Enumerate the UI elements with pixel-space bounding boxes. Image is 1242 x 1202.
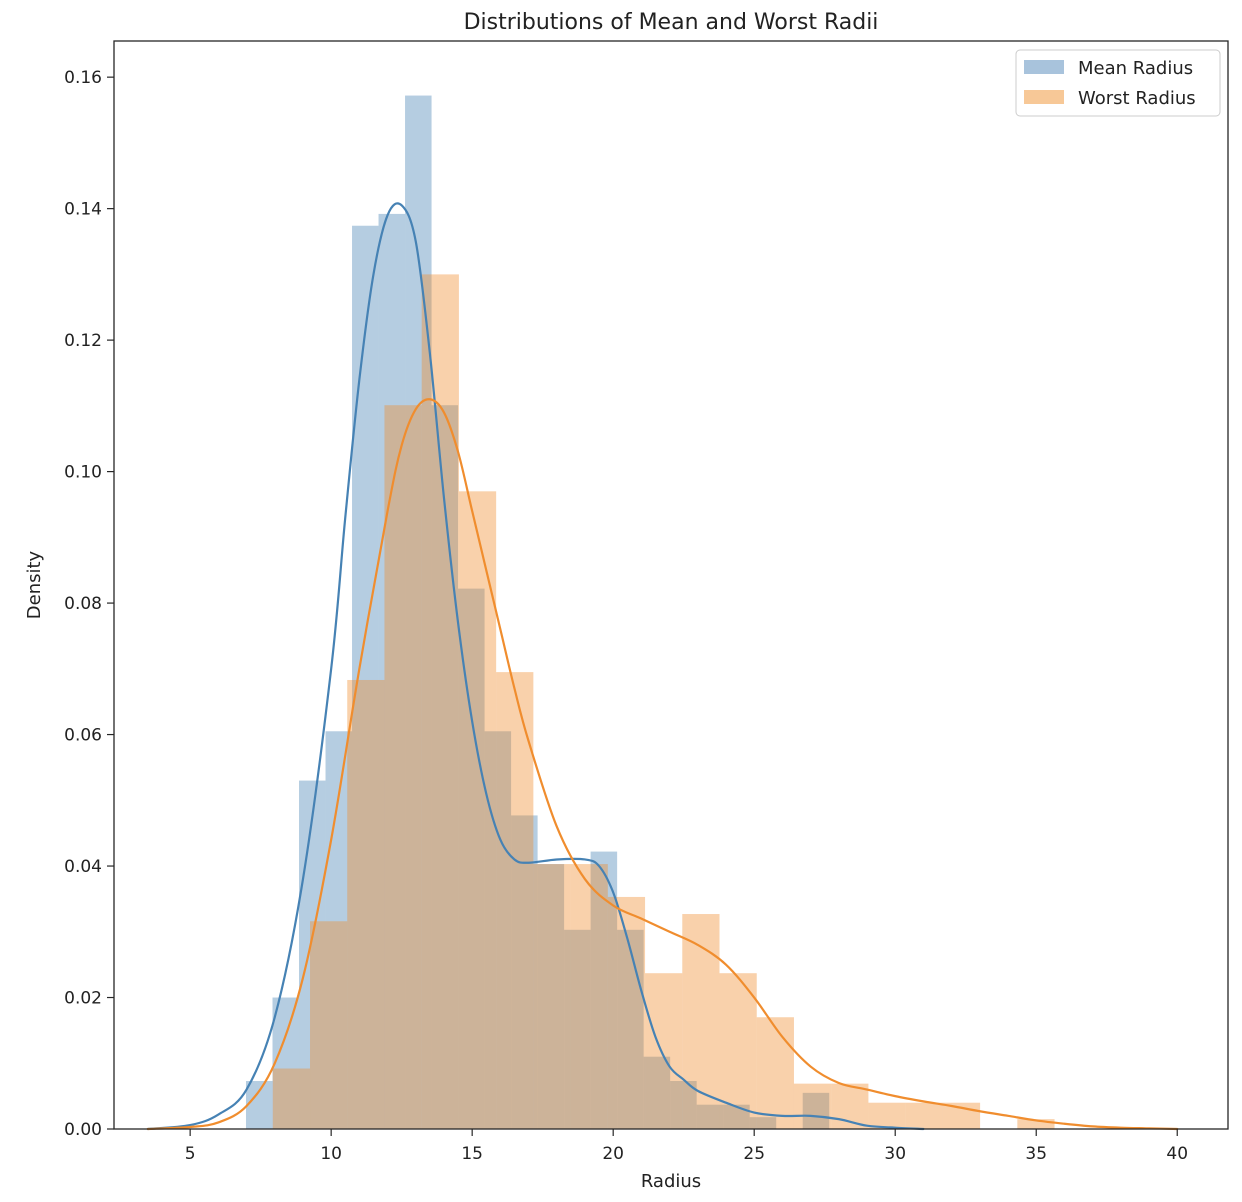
bar-mean-radius-21 [802, 1092, 830, 1129]
kde-line-worst-radius [146, 398, 1179, 1131]
bar-worst-radius-13 [756, 1017, 794, 1129]
bar-worst-radius-12 [719, 973, 757, 1129]
bar-mean-radius-11 [537, 864, 565, 1129]
x-tick-label-5: 5 [185, 1144, 196, 1164]
x-axis-ticks: 5 10 15 20 25 30 35 40 [185, 1129, 1188, 1164]
bar-worst-radius-3 [384, 405, 422, 1129]
bar-worst-radius-17 [905, 1102, 943, 1129]
histogram-bars [245, 95, 1055, 1130]
x-tick-label-30: 30 [884, 1144, 906, 1164]
x-tick-label-25: 25 [743, 1144, 765, 1164]
x-tick-label-15: 15 [461, 1144, 483, 1164]
legend-swatch-mean-radius [1024, 60, 1064, 74]
y-axis-label: Density [24, 550, 45, 619]
y-tick-label-0.10: 0.10 [64, 463, 102, 483]
bar-worst-radius-10 [645, 973, 683, 1129]
y-tick-label-0.12: 0.12 [64, 331, 102, 351]
kde-line-mean-radius [146, 202, 925, 1131]
chart-title: Distributions of Mean and Worst Radii [464, 10, 879, 35]
bar-mean-radius-14 [617, 929, 644, 1129]
bar-mean-radius-19 [749, 1117, 777, 1129]
bar-mean-radius-0 [245, 1081, 273, 1129]
x-axis-label: Radius [641, 1171, 701, 1192]
bar-worst-radius-16 [868, 1102, 906, 1129]
bar-worst-radius-20 [1017, 1119, 1055, 1129]
legend-label-mean-radius: Mean Radius [1078, 58, 1193, 79]
y-tick-label-0.02: 0.02 [64, 989, 102, 1009]
y-tick-label-0.04: 0.04 [64, 857, 102, 877]
bar-mean-radius-18 [723, 1104, 750, 1129]
bar-mean-radius-8 [458, 588, 485, 1129]
legend-label-worst-radius: Worst Radius [1078, 88, 1196, 109]
bar-worst-radius-8 [570, 864, 608, 1129]
y-axis-ticks: 0.00 0.02 0.04 0.06 0.08 0.10 0.12 0.14 0.16 [64, 68, 114, 1140]
y-tick-label-0.06: 0.06 [64, 726, 102, 746]
y-tick-label-0.08: 0.08 [64, 594, 102, 614]
x-tick-label-20: 20 [602, 1144, 624, 1164]
x-tick-label-10: 10 [320, 1144, 342, 1164]
legend-swatch-worst-radius [1024, 90, 1064, 104]
y-tick-label-0.00: 0.00 [64, 1120, 102, 1140]
bar-worst-radius-18 [942, 1102, 981, 1129]
bar-mean-radius-6 [405, 95, 432, 1129]
bar-mean-radius-5 [378, 213, 406, 1129]
legend: Mean Radius Worst Radius [1015, 49, 1221, 117]
bar-worst-radius-6 [496, 672, 534, 1129]
bar-worst-radius-2 [347, 679, 385, 1129]
bar-mean-radius-17 [696, 1104, 724, 1129]
bar-worst-radius-0 [272, 1068, 311, 1129]
y-tick-label-0.14: 0.14 [64, 200, 102, 220]
x-tick-label-35: 35 [1025, 1144, 1047, 1164]
kde-curves [146, 202, 1179, 1131]
bar-mean-radius-12 [564, 929, 591, 1129]
y-tick-label-0.16: 0.16 [64, 68, 102, 88]
bar-worst-radius-14 [793, 1083, 832, 1129]
x-tick-label-40: 40 [1166, 1144, 1188, 1164]
bar-mean-radius-7 [431, 405, 459, 1129]
bar-mean-radius-2 [299, 780, 326, 1129]
bar-mean-radius-10 [511, 815, 538, 1129]
legend-frame [1015, 49, 1221, 117]
bar-mean-radius-16 [670, 1081, 697, 1129]
bar-worst-radius-4 [421, 274, 459, 1129]
bar-worst-radius-7 [533, 864, 571, 1129]
plot-frame [113, 40, 1229, 1130]
bar-mean-radius-4 [352, 225, 379, 1130]
bar-mean-radius-1 [272, 997, 300, 1129]
bar-worst-radius-1 [310, 921, 348, 1129]
bar-mean-radius-9 [484, 731, 512, 1129]
bar-mean-radius-15 [643, 1056, 671, 1129]
